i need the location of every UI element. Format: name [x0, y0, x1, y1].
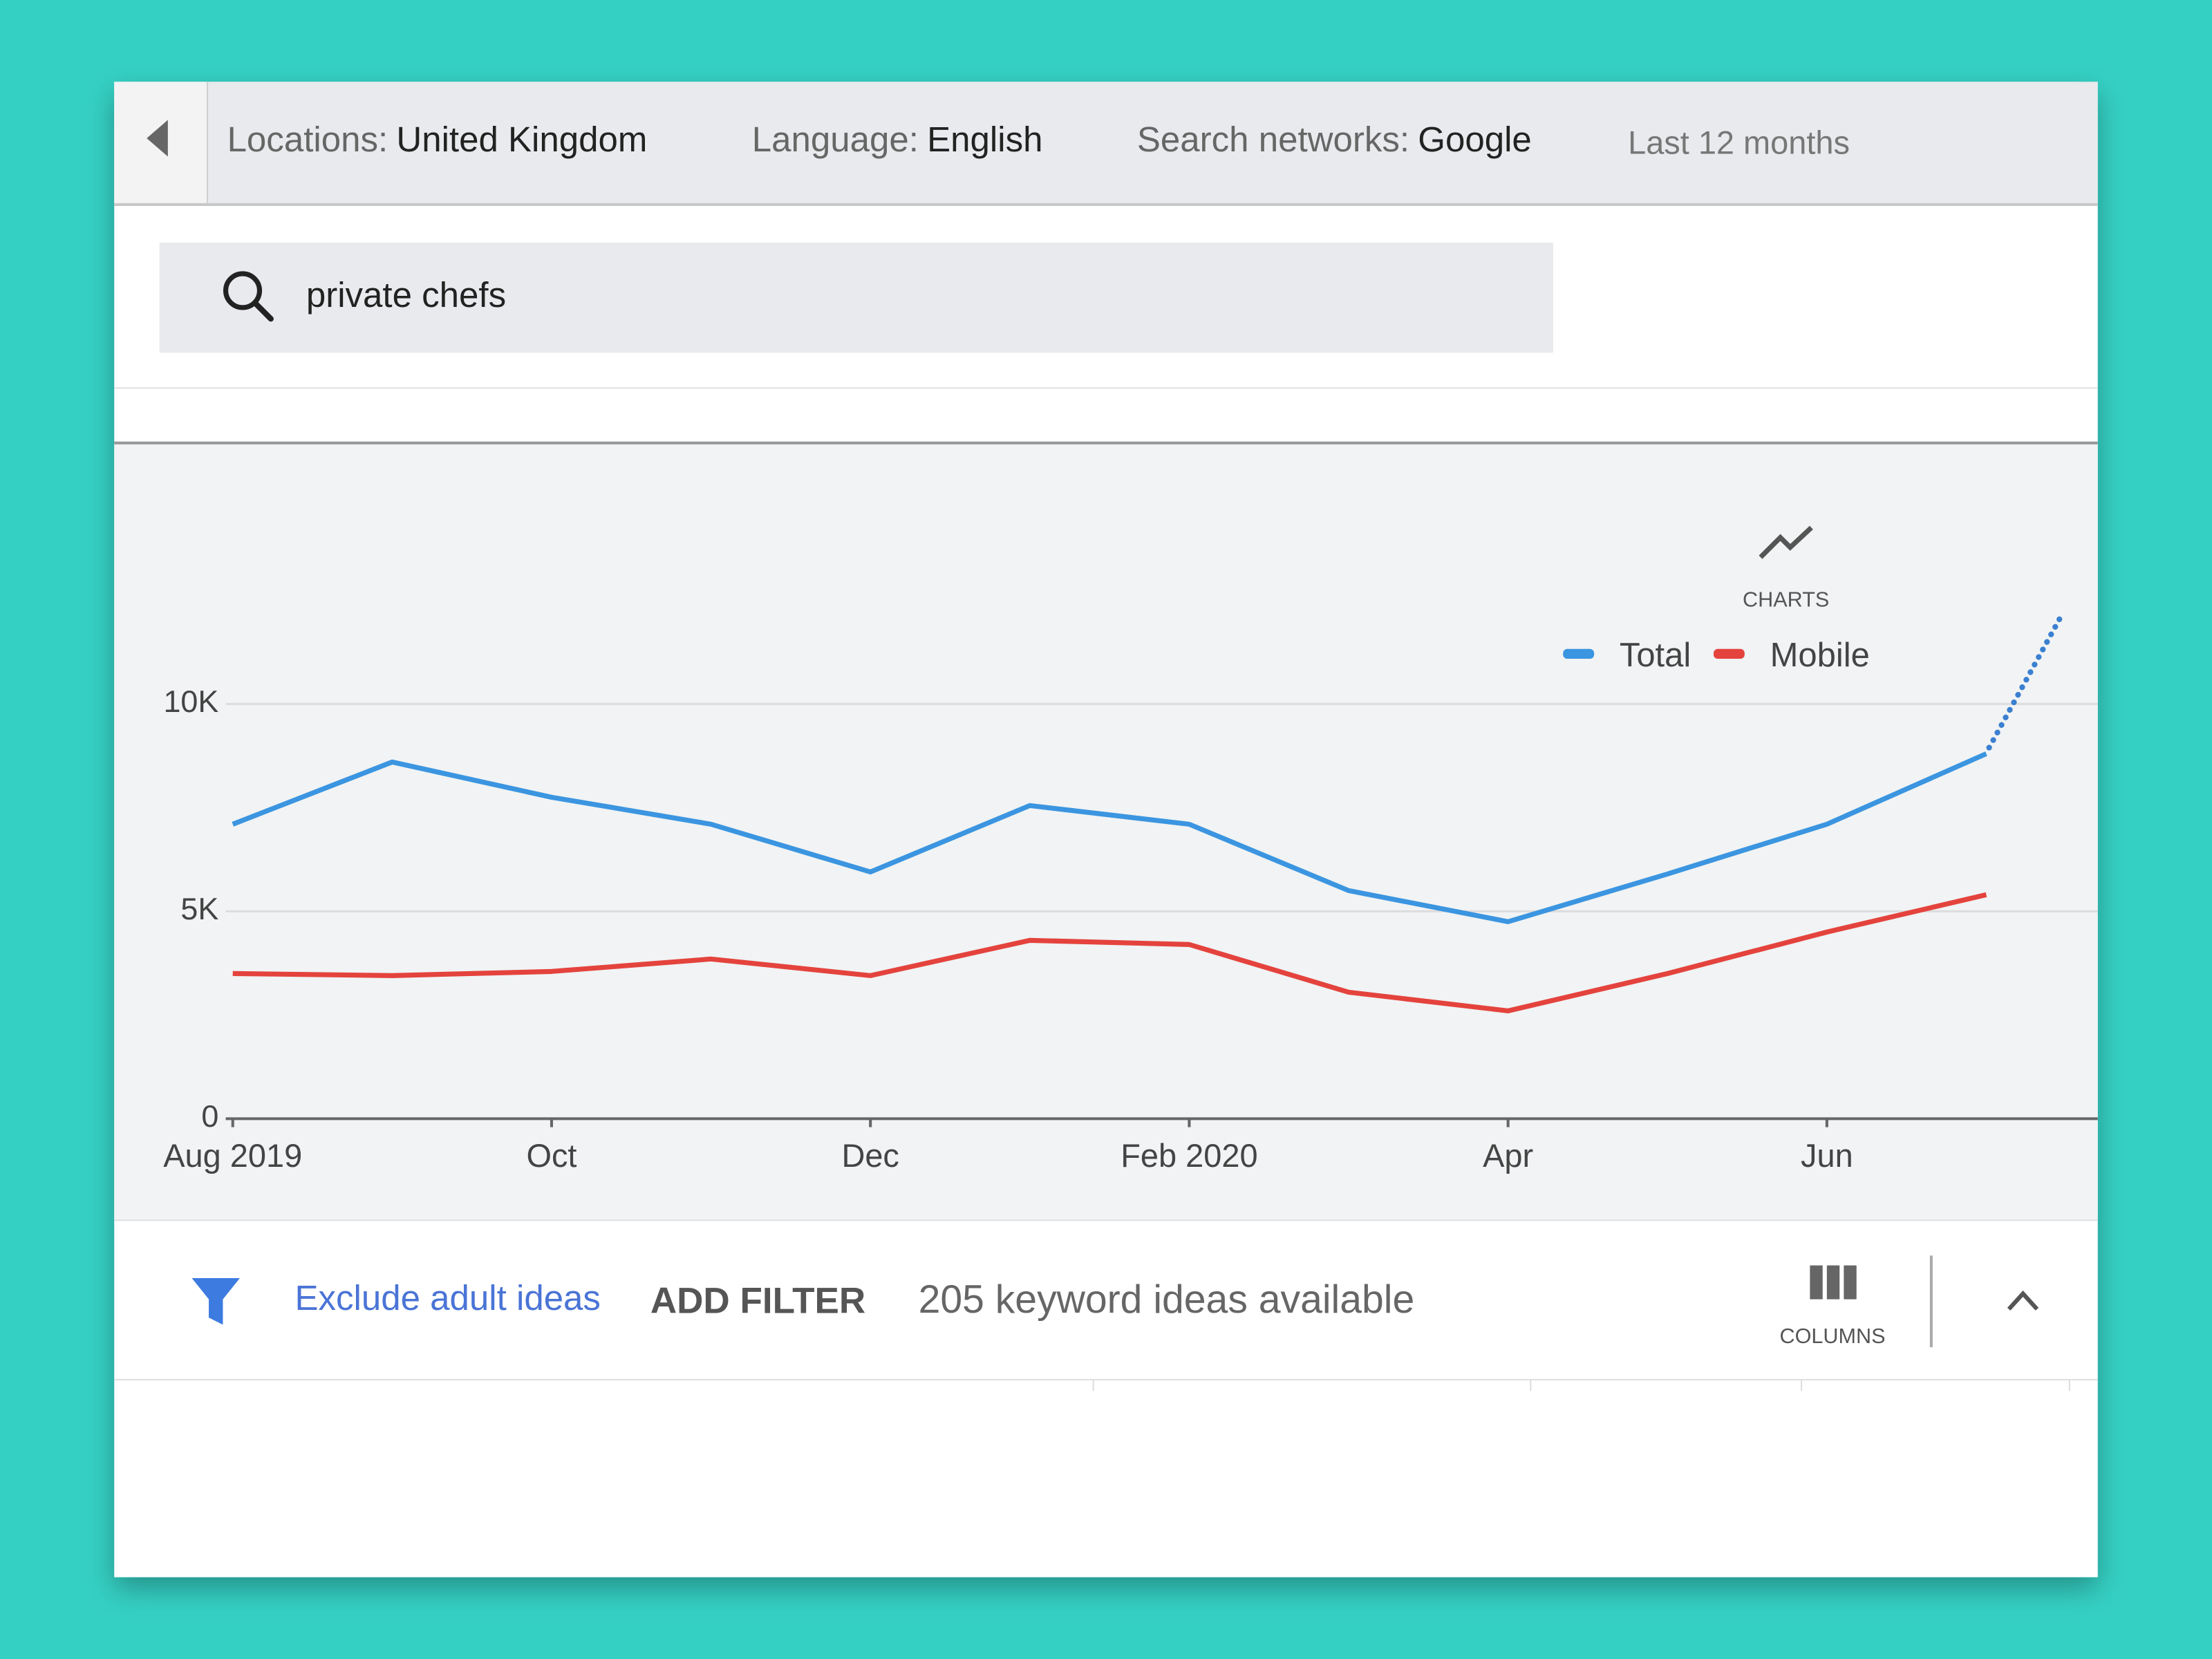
filter-label: Locations: — [227, 120, 388, 160]
legend-swatch — [1713, 648, 1745, 659]
x-tick-label: Dec — [841, 1138, 899, 1174]
charts-button[interactable]: CHARTS — [1743, 588, 1829, 611]
legend-label: Mobile — [1770, 637, 1870, 674]
series-line — [232, 892, 1987, 1013]
filter-label: Language: — [752, 120, 919, 160]
table-column-marks — [1092, 1379, 2070, 1391]
filter-label: Search networks: — [1137, 120, 1409, 160]
charts-icon — [1759, 525, 1813, 559]
line-chart: 0 5K 10K Aug 2019 Oct Dec Feb 2020 Apr Jun Total M… — [163, 637, 2098, 1174]
search-icon — [223, 271, 263, 310]
annotation-dots — [1986, 610, 2065, 751]
header-bar — [114, 82, 2098, 205]
legend-swatch — [1563, 648, 1595, 659]
x-tick-label: Apr — [1483, 1138, 1533, 1174]
legend-label: Total — [1620, 637, 1691, 674]
y-tick-label: 0 — [201, 1098, 218, 1134]
language-filter[interactable]: Language: English — [752, 120, 1043, 160]
back-icon — [147, 120, 168, 157]
x-tick-label: Oct — [526, 1138, 577, 1174]
x-tick-label: Jun — [1801, 1138, 1853, 1174]
filter-value: English — [927, 120, 1042, 160]
exclude-link[interactable]: Exclude adult ideas — [295, 1278, 601, 1318]
filter-value: United Kingdom — [396, 120, 647, 160]
collapse-button[interactable] — [2007, 1290, 2039, 1311]
period[interactable]: Last 12 months — [1628, 125, 1850, 161]
add-filter-button[interactable]: ADD FILTER — [650, 1281, 865, 1322]
network-filter[interactable]: Search networks: Google — [1137, 120, 1532, 160]
x-tick-label: Aug 2019 — [163, 1138, 302, 1174]
search-query[interactable]: private chefs — [306, 275, 506, 315]
y-tick-label: 10K — [163, 684, 218, 719]
location-filter[interactable]: Locations: United Kingdom — [227, 120, 648, 160]
filter-icon — [191, 1277, 240, 1325]
x-tick-label: Feb 2020 — [1121, 1138, 1257, 1174]
chart-panel — [114, 442, 2098, 1221]
columns-button[interactable]: COLUMNS — [1779, 1324, 1885, 1348]
filter-value: Google — [1418, 120, 1532, 160]
y-tick-label: 5K — [180, 891, 218, 926]
columns-icon — [1810, 1265, 1857, 1300]
keyword-count: 205 keyword ideas available — [919, 1277, 1415, 1322]
series-line — [232, 751, 1987, 924]
search-icon — [252, 300, 274, 322]
search-box[interactable] — [159, 243, 1553, 353]
